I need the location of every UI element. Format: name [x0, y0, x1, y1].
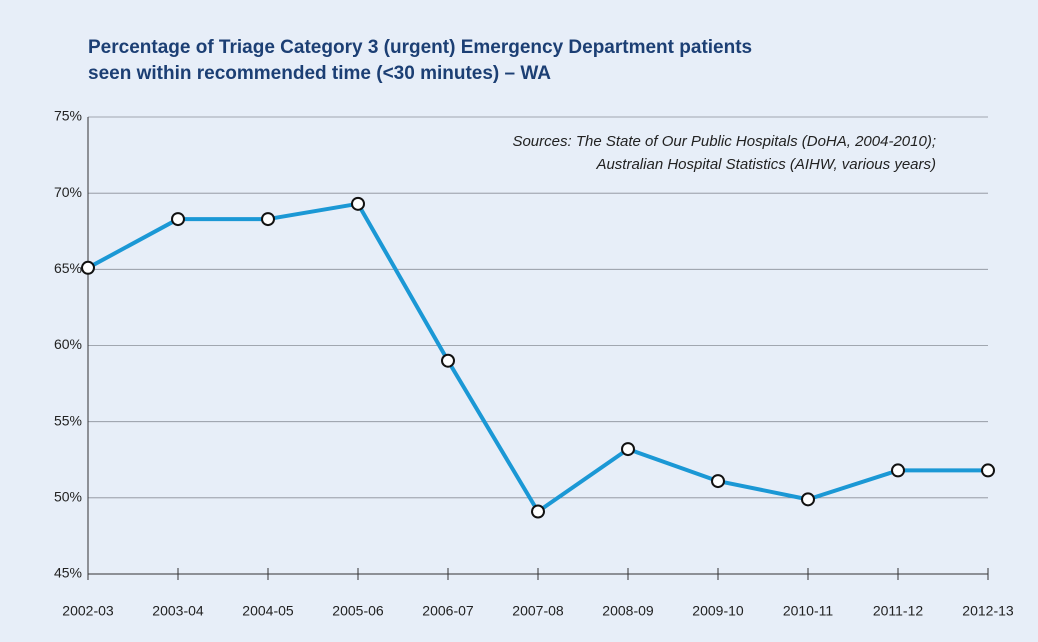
annotation: Sources: The State of Our Public Hospita… — [512, 133, 936, 150]
x-tick-label: 2011-12 — [873, 603, 924, 619]
x-tick-label: 2002-03 — [62, 603, 114, 619]
x-tick-label: 2006-07 — [422, 603, 474, 619]
marker — [261, 212, 275, 227]
annotation: Australian Hospital Statistics (AIHW, va… — [595, 156, 936, 173]
y-tick-label: 65% — [54, 260, 82, 276]
x-tick-label: 2010-11 — [783, 603, 834, 619]
x-tick-label: 2008-09 — [602, 603, 654, 619]
chart-title: Percentage of Triage Category 3 (urgent)… — [88, 37, 752, 58]
x-tick-label: 2009-10 — [692, 603, 744, 619]
x-tick-label: 2005-06 — [332, 603, 384, 619]
x-tick-label: 2003-04 — [152, 603, 204, 619]
x-tick-label: 2007-08 — [512, 603, 564, 619]
marker — [441, 353, 455, 368]
marker — [531, 504, 545, 519]
y-tick-label: 60% — [54, 336, 82, 352]
marker — [711, 474, 725, 489]
x-tick-label: 2012-13 — [962, 603, 1014, 619]
marker — [621, 442, 635, 457]
y-tick-label: 70% — [54, 184, 82, 200]
marker — [81, 260, 95, 275]
marker — [351, 196, 365, 211]
y-tick-label: 45% — [54, 565, 82, 581]
marker — [801, 492, 815, 507]
y-tick-label: 75% — [54, 108, 82, 124]
chart-title: seen within recommended time (<30 minute… — [88, 63, 551, 84]
marker — [981, 463, 995, 478]
marker — [891, 463, 905, 478]
y-tick-label: 55% — [54, 412, 82, 428]
y-tick-label: 50% — [54, 489, 82, 505]
x-tick-label: 2004-05 — [242, 603, 294, 619]
marker — [171, 212, 185, 227]
